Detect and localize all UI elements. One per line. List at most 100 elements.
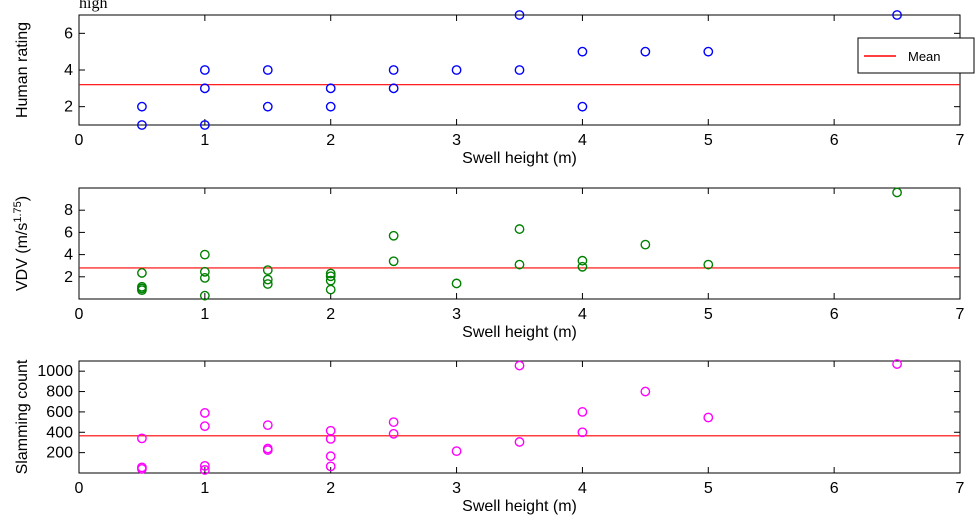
data-point [137, 433, 147, 444]
data-point [451, 278, 462, 289]
y-tick-label: 4 [64, 247, 73, 264]
data-point [388, 230, 399, 241]
data-point [703, 259, 714, 270]
y-tick-label: 1000 [37, 363, 73, 380]
x-tick-label: 2 [326, 132, 335, 149]
subplot-3: 0 1 2 3 4 5 6 7 200 400 600 800 1000 Swell height (m)… [14, 359, 965, 515]
y-tick-label: 2 [64, 269, 73, 286]
data-point [325, 268, 336, 279]
x-tick-label: 1 [200, 132, 209, 149]
data-point [199, 408, 210, 418]
data-point [388, 256, 399, 267]
x-tick-label: 1 [200, 480, 209, 497]
data-point [514, 10, 525, 20]
y-axis-label-superscript: 1.75 [12, 201, 24, 222]
x-tick-label: 5 [704, 480, 713, 497]
y-axis-label-tail: ) [14, 196, 31, 201]
y-tick-label: 600 [46, 404, 73, 421]
data-point [640, 386, 651, 397]
subplot-1: 0 1 2 3 4 5 6 7 2 4 6 Swell height (m) Human rating M… [14, 10, 975, 167]
x-tick-label: 3 [452, 480, 461, 497]
y-tick-label: 8 [64, 202, 73, 219]
x-tick-label: 1 [200, 306, 209, 323]
data-point [137, 464, 147, 474]
x-tick-label: 6 [830, 480, 839, 497]
data-point [262, 265, 273, 276]
data-point [577, 101, 588, 112]
axes-box [78, 187, 961, 300]
x-tick-label: 6 [830, 306, 839, 323]
data-point [199, 421, 210, 432]
x-axis-label: Swell height (m) [462, 150, 577, 167]
data-point [199, 460, 210, 471]
x-tick-label: 0 [75, 306, 84, 323]
legend: Mean [857, 37, 975, 74]
y-axis-label: Human rating [14, 22, 31, 118]
data-point [514, 437, 525, 447]
data-point [388, 417, 399, 427]
data-point [199, 249, 210, 260]
data-point [514, 259, 525, 270]
data-point [640, 239, 651, 250]
data-point [577, 261, 588, 272]
y-tick-label: 400 [46, 424, 73, 441]
x-tick-label: 7 [956, 306, 965, 323]
cut-off-header-text: high [79, 0, 107, 12]
x-tick-label: 3 [452, 132, 461, 149]
x-tick-label: 4 [578, 132, 587, 149]
data-point [325, 83, 336, 94]
data-point [262, 420, 273, 431]
data-point [199, 266, 210, 277]
x-tick-label: 5 [704, 306, 713, 323]
data-point [892, 187, 902, 198]
y-tick-label: 6 [64, 25, 73, 42]
y-tick-label: 2 [64, 99, 73, 116]
x-tick-label: 0 [75, 132, 84, 149]
data-point [892, 359, 902, 369]
data-point [325, 461, 336, 472]
data-point [199, 65, 210, 75]
data-point [577, 255, 588, 266]
legend-label: Mean [908, 49, 941, 64]
data-point [137, 285, 147, 296]
data-point [262, 274, 273, 285]
data-point [325, 101, 336, 112]
data-point [451, 446, 462, 457]
data-point [199, 120, 210, 130]
x-tick-label: 5 [704, 132, 713, 149]
x-tick-label: 3 [452, 306, 461, 323]
x-tick-label: 7 [956, 132, 965, 149]
data-point [577, 46, 588, 57]
data-point [325, 284, 336, 295]
x-tick-label: 2 [326, 306, 335, 323]
data-point [703, 46, 714, 57]
data-point [137, 268, 147, 278]
data-point [388, 65, 399, 75]
data-point [199, 83, 210, 94]
x-tick-label: 4 [578, 480, 587, 497]
x-tick-label: 6 [830, 132, 839, 149]
y-tick-label: 6 [64, 224, 73, 241]
data-point [325, 433, 336, 444]
data-point [388, 428, 399, 439]
data-point [199, 465, 210, 475]
data-point [325, 451, 336, 462]
data-point [514, 360, 525, 371]
data-point [577, 427, 588, 438]
x-tick-label: 4 [578, 306, 587, 323]
data-point [137, 101, 147, 112]
data-point [199, 290, 210, 301]
data-point [514, 65, 525, 75]
x-tick-label: 0 [75, 480, 84, 497]
data-point [262, 279, 273, 289]
y-tick-label: 800 [46, 384, 73, 401]
y-axis-label: Slamming count [14, 359, 31, 474]
data-point [892, 10, 902, 20]
data-point [640, 46, 651, 57]
data-point [388, 83, 399, 94]
x-tick-label: 2 [326, 480, 335, 497]
x-tick-label: 7 [956, 480, 965, 497]
data-point [199, 273, 210, 283]
